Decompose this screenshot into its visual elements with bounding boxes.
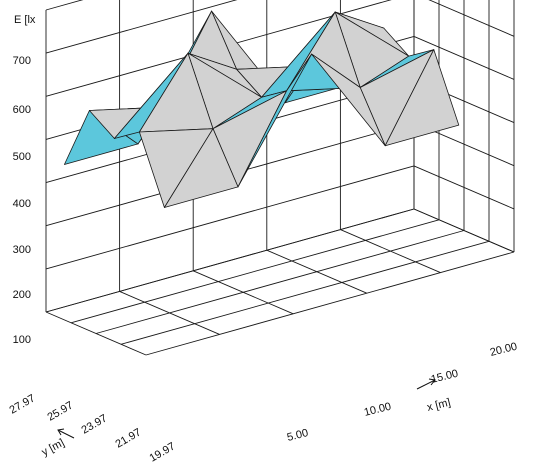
surface-face [311, 53, 386, 147]
x-tick-15: 15.00 [430, 368, 460, 386]
side-wall-gridline-horizontal [413, 35, 515, 80]
back-wall-gridline-horizontal [45, 0, 238, 54]
surface-face [237, 53, 313, 188]
y-tick-21-97: 21.97 [114, 426, 144, 450]
y-tick-27-97: 27.97 [8, 392, 38, 416]
surface-face [384, 49, 460, 147]
y-tick-labels: 27.97 25.97 23.97 21.97 19.97 [8, 392, 178, 464]
z-tick-200: 200 [13, 289, 31, 301]
z-tick-500: 500 [13, 151, 31, 163]
x-axis-label-group: x [m] [416, 378, 452, 414]
back-wall-gridline-horizontal [45, 165, 415, 270]
z-axis-label: E [lx [14, 14, 36, 26]
y-axis-label: y [m] [40, 437, 67, 459]
y-tick-23-97: 23.97 [80, 412, 110, 436]
z-tick-600: 600 [13, 104, 31, 116]
back-wall-gridline-horizontal [45, 208, 415, 313]
z-tick-300: 300 [13, 244, 31, 256]
x-tick-10: 10.00 [363, 401, 393, 419]
y-axis-arrow [57, 429, 75, 439]
floor-gridline-y [145, 251, 515, 356]
surface [64, 10, 460, 208]
x-tick-labels: 5.00 10.00 15.00 20.00 [286, 341, 519, 444]
floor-gridline-y [70, 219, 440, 324]
y-axis-arrowhead [57, 428, 65, 436]
x-axis-arrowhead [428, 378, 436, 386]
side-wall-gridline-horizontal [413, 165, 515, 210]
x-axis-arrow [416, 379, 436, 390]
x-tick-20: 20.00 [489, 341, 519, 359]
z-tick-700: 700 [13, 55, 31, 67]
side-wall-gridline-horizontal [428, 0, 515, 37]
side-wall-gridline-horizontal [413, 208, 515, 253]
x-tick-5: 5.00 [286, 427, 310, 444]
z-tick-labels: 700 600 500 400 300 200 100 [13, 55, 31, 346]
floor-gridline-y [95, 230, 465, 334]
y-axis-label-group: y [m] [40, 428, 75, 459]
y-tick-25-97: 25.97 [46, 399, 76, 423]
grid [45, 0, 515, 356]
z-tick-400: 400 [13, 198, 31, 210]
y-tick-19-97: 19.97 [148, 440, 178, 464]
x-axis-label: x [m] [426, 396, 452, 413]
floor-gridline-y [120, 240, 490, 345]
z-tick-100: 100 [13, 334, 31, 346]
surface-face [163, 128, 239, 208]
